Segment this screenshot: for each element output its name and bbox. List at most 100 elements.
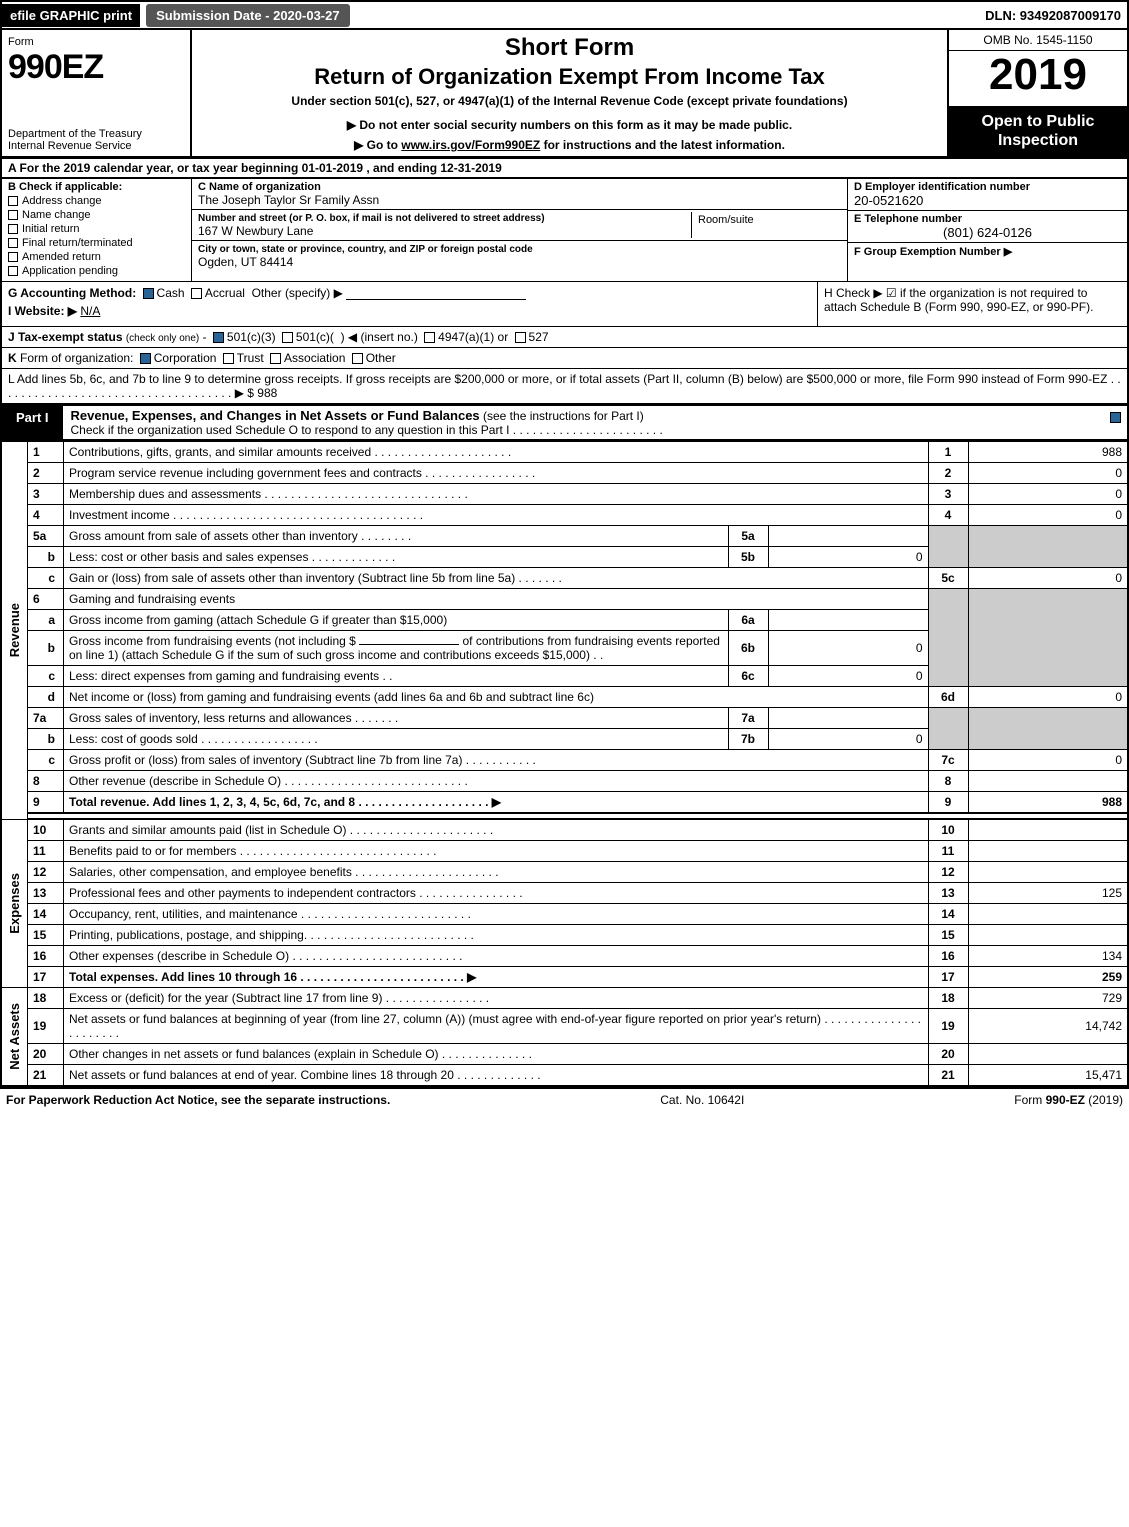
- dept-irs: Internal Revenue Service: [8, 140, 132, 152]
- chk-association[interactable]: [270, 353, 281, 364]
- i-website: I Website: ▶ N/A: [8, 304, 811, 318]
- row-a-tax-year: A For the 2019 calendar year, or tax yea…: [0, 158, 1129, 179]
- header-left: Form 990EZ Department of the Treasury In…: [2, 30, 192, 156]
- accrual-label: Accrual: [205, 286, 245, 300]
- chk-4947[interactable]: [424, 332, 435, 343]
- chk-final-return[interactable]: Final return/terminated: [8, 237, 185, 249]
- table-row: 16Other expenses (describe in Schedule O…: [1, 946, 1128, 967]
- room-suite: Room/suite: [691, 212, 841, 238]
- department-label: Department of the Treasury Internal Reve…: [8, 128, 142, 152]
- chk-501c3[interactable]: [213, 332, 224, 343]
- table-row: Revenue 1 Contributions, gifts, grants, …: [1, 442, 1128, 463]
- chk-name-change[interactable]: Name change: [8, 209, 185, 221]
- efile-label[interactable]: efile GRAPHIC print: [2, 4, 140, 27]
- g-accounting: G Accounting Method: Cash Accrual Other …: [8, 286, 811, 300]
- row-gh: G Accounting Method: Cash Accrual Other …: [0, 282, 1129, 327]
- goto-line: ▶ Go to www.irs.gov/Form990EZ for instru…: [202, 138, 937, 152]
- ein-label: D Employer identification number: [854, 181, 1030, 193]
- table-row: Expenses 10Grants and similar amounts pa…: [1, 819, 1128, 841]
- col-g-i: G Accounting Method: Cash Accrual Other …: [2, 282, 817, 326]
- other-specify-input[interactable]: [346, 286, 526, 300]
- org-name-label: C Name of organization: [198, 181, 321, 193]
- website-label: I Website: ▶: [8, 304, 77, 318]
- dept-treasury: Department of the Treasury: [8, 128, 142, 140]
- city-value: Ogden, UT 84414: [198, 255, 293, 269]
- part-1-title-rest: (see the instructions for Part I): [480, 409, 644, 423]
- other-label: Other (specify) ▶: [252, 286, 343, 300]
- form-number: 990EZ: [8, 48, 184, 87]
- row-l-gross-receipts: L Add lines 5b, 6c, and 7b to line 9 to …: [0, 369, 1129, 405]
- table-row: Net Assets 18Excess or (deficit) for the…: [1, 988, 1128, 1009]
- omb-number: OMB No. 1545-1150: [949, 30, 1127, 51]
- entity-block: B Check if applicable: Address change Na…: [0, 179, 1129, 282]
- cash-label: Cash: [157, 286, 185, 300]
- table-row: 12Salaries, other compensation, and empl…: [1, 862, 1128, 883]
- chk-501c[interactable]: [282, 332, 293, 343]
- ssn-warning: ▶ Do not enter social security numbers o…: [202, 118, 937, 132]
- part-1-schedule-o-check[interactable]: [1103, 406, 1127, 439]
- footer-right: Form 990-EZ (2019): [1014, 1093, 1123, 1107]
- chk-label: Final return/terminated: [22, 237, 133, 249]
- subtitle: Under section 501(c), 527, or 4947(a)(1)…: [202, 94, 937, 108]
- group-exemption-block: F Group Exemption Number ▶: [848, 243, 1127, 260]
- phone-block: E Telephone number (801) 624-0126: [848, 211, 1127, 243]
- table-row: 3Membership dues and assessments . . . .…: [1, 484, 1128, 505]
- group-exemption-label: F Group Exemption Number ▶: [854, 246, 1012, 258]
- irs-link[interactable]: www.irs.gov/Form990EZ: [401, 138, 540, 152]
- table-row: 4Investment income . . . . . . . . . . .…: [1, 505, 1128, 526]
- b-title: B Check if applicable:: [8, 181, 185, 193]
- phone-value: (801) 624-0126: [854, 225, 1121, 240]
- table-row: 2Program service revenue including gover…: [1, 463, 1128, 484]
- chk-label: Initial return: [22, 223, 79, 235]
- chk-initial-return[interactable]: Initial return: [8, 223, 185, 235]
- phone-label: E Telephone number: [854, 213, 962, 225]
- table-row: 9Total revenue. Add lines 1, 2, 3, 4, 5c…: [1, 792, 1128, 814]
- chk-address-change[interactable]: Address change: [8, 195, 185, 207]
- table-row: cGain or (loss) from sale of assets othe…: [1, 568, 1128, 589]
- website-value: N/A: [80, 304, 100, 318]
- table-row: 8Other revenue (describe in Schedule O) …: [1, 771, 1128, 792]
- table-row: 19Net assets or fund balances at beginni…: [1, 1009, 1128, 1044]
- table-row: 7aGross sales of inventory, less returns…: [1, 708, 1128, 729]
- open-to-public: Open to Public Inspection: [949, 106, 1127, 156]
- goto-post: for instructions and the latest informat…: [540, 138, 785, 152]
- submission-date: Submission Date - 2020-03-27: [146, 4, 350, 27]
- col-de: D Employer identification number 20-0521…: [847, 179, 1127, 281]
- footer-left: For Paperwork Reduction Act Notice, see …: [6, 1093, 390, 1107]
- table-row: 20Other changes in net assets or fund ba…: [1, 1044, 1128, 1065]
- chk-527[interactable]: [515, 332, 526, 343]
- chk-accrual[interactable]: [191, 288, 202, 299]
- org-name-block: C Name of organization The Joseph Taylor…: [192, 179, 847, 210]
- table-row: 13Professional fees and other payments t…: [1, 883, 1128, 904]
- header-center: Short Form Return of Organization Exempt…: [192, 30, 947, 156]
- netassets-side-label: Net Assets: [1, 988, 28, 1087]
- top-bar: efile GRAPHIC print Submission Date - 20…: [0, 0, 1129, 28]
- form-header: Form 990EZ Department of the Treasury In…: [0, 28, 1129, 158]
- g-label: G Accounting Method:: [8, 286, 136, 300]
- chk-amended-return[interactable]: Amended return: [8, 251, 185, 263]
- chk-other-org[interactable]: [352, 353, 363, 364]
- chk-label: Name change: [22, 209, 91, 221]
- part-1-check-line: Check if the organization used Schedule …: [71, 423, 663, 437]
- table-row: 6Gaming and fundraising events: [1, 589, 1128, 610]
- chk-trust[interactable]: [223, 353, 234, 364]
- main-title: Return of Organization Exempt From Incom…: [202, 64, 937, 90]
- street-value: 167 W Newbury Lane: [198, 224, 313, 238]
- form-label: Form: [8, 36, 184, 48]
- city-label: City or town, state or province, country…: [198, 244, 533, 255]
- tax-year: 2019: [949, 51, 1127, 106]
- chk-corporation[interactable]: [140, 353, 151, 364]
- l-value: 988: [257, 386, 277, 400]
- part-1-header: Part I Revenue, Expenses, and Changes in…: [0, 405, 1129, 441]
- row-j-tax-exempt: J Tax-exempt status (check only one) - 5…: [0, 327, 1129, 348]
- table-row: 5aGross amount from sale of assets other…: [1, 526, 1128, 547]
- chk-label: Application pending: [22, 265, 118, 277]
- revenue-side-label: Revenue: [1, 442, 28, 820]
- ein-block: D Employer identification number 20-0521…: [848, 179, 1127, 211]
- row-k-form-org: K Form of organization: Corporation Trus…: [0, 348, 1129, 369]
- col-b-checkboxes: B Check if applicable: Address change Na…: [2, 179, 192, 281]
- table-row: 15Printing, publications, postage, and s…: [1, 925, 1128, 946]
- table-row: dNet income or (loss) from gaming and fu…: [1, 687, 1128, 708]
- chk-cash[interactable]: [143, 288, 154, 299]
- chk-application-pending[interactable]: Application pending: [8, 265, 185, 277]
